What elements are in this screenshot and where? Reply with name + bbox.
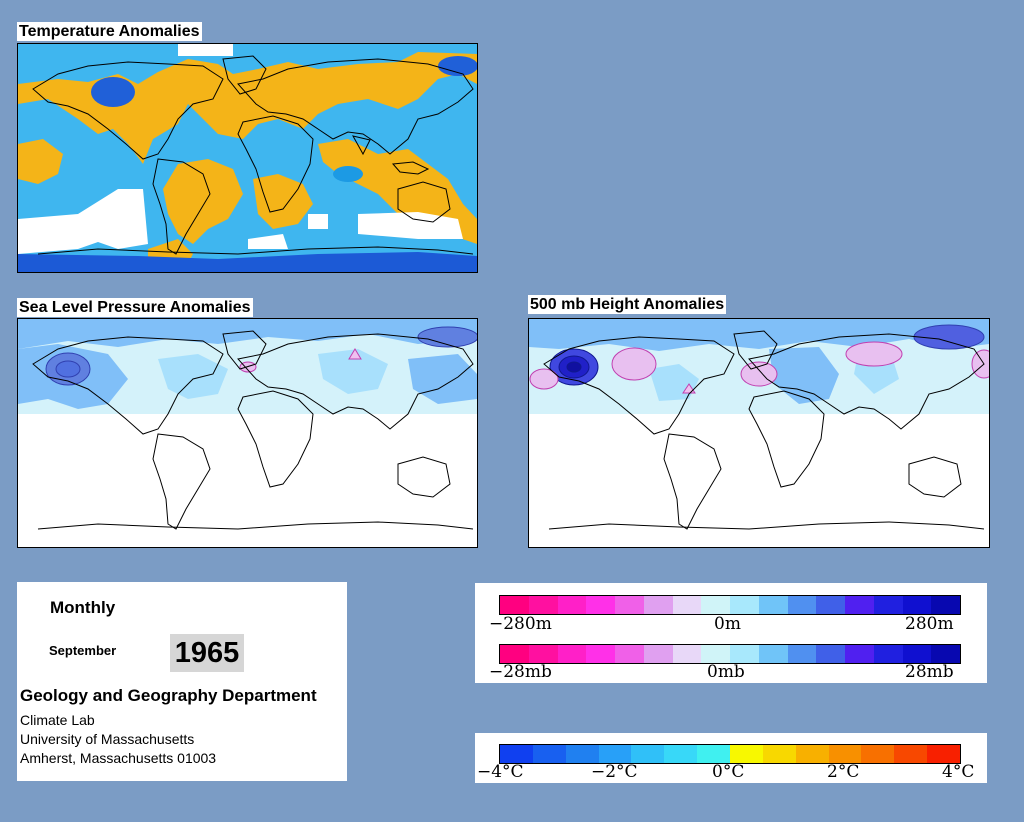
lab-name: Climate Lab: [20, 712, 95, 728]
temperature-scale-swatch: [631, 745, 665, 763]
sea-level-pressure-anomaly-map: [17, 318, 478, 548]
temperature-scale-swatch: [532, 745, 566, 763]
temperature-map-title: Temperature Anomalies: [17, 22, 202, 41]
temperature-scale-swatch: [697, 745, 731, 763]
temperature-scale-swatch: [894, 745, 928, 763]
temperature-anomaly-map: [17, 43, 478, 273]
temp-scale-label-0: 0°C: [712, 762, 745, 782]
height-scale-swatch: [758, 596, 788, 614]
height-scale-swatch: [902, 596, 932, 614]
temp-scale-label-2: 2°C: [827, 762, 860, 782]
pressure-scale-swatch: [816, 645, 845, 663]
temp-scale-label-neg2: −2°C: [591, 762, 638, 782]
temperature-scale-swatch: [664, 745, 698, 763]
height-scale-swatch: [730, 596, 759, 614]
height-scale-swatch: [931, 596, 960, 614]
slp-map-title: Sea Level Pressure Anomalies: [17, 298, 253, 317]
pressure-scale-swatch: [701, 645, 730, 663]
pressure-scale-swatch: [500, 645, 529, 663]
height-scale-swatch: [787, 596, 817, 614]
university-name: University of Massachusetts: [20, 731, 195, 747]
pressure-scale-swatch: [528, 645, 558, 663]
height-scale-swatch: [500, 596, 529, 614]
pressure-scale-swatch: [730, 645, 759, 663]
temperature-scale-swatch: [500, 745, 533, 763]
height-scale-mid-label: 0m: [714, 614, 741, 634]
pressure-scale-swatch: [672, 645, 702, 663]
pressure-scale-swatch: [758, 645, 788, 663]
pressure-scale-swatch: [643, 645, 673, 663]
pressure-scale-swatch: [615, 645, 644, 663]
temperature-scale-swatch: [828, 745, 862, 763]
pressure-scale-swatch: [586, 645, 615, 663]
info-panel: Monthly September 1965 Geology and Geogr…: [17, 582, 347, 781]
pressure-scale-swatch: [902, 645, 932, 663]
temperature-scale-swatch: [795, 745, 829, 763]
height-pressure-legend: −280m 0m 280m −28mb 0mb 28mb: [475, 583, 987, 683]
temp-scale-label-4: 4°C: [942, 762, 975, 782]
temperature-scale-swatch: [598, 745, 632, 763]
temperature-scale-swatch: [565, 745, 599, 763]
height-scale-swatch: [557, 596, 587, 614]
height-500mb-anomaly-map: [528, 318, 990, 548]
height-scale-min-label: −280m: [489, 614, 552, 634]
height-scale-swatch: [615, 596, 644, 614]
height-scale-swatch: [586, 596, 615, 614]
height-map-title: 500 mb Height Anomalies: [528, 295, 727, 314]
temp-scale-label-neg4: −4°C: [477, 762, 524, 782]
pressure-scale-swatch: [845, 645, 874, 663]
height-scale-swatch: [816, 596, 845, 614]
temperature-color-scale: [499, 744, 961, 764]
pressure-color-scale: [499, 644, 961, 664]
height-color-scale: [499, 595, 961, 615]
temperature-scale-swatch: [730, 745, 763, 763]
height-scale-max-label: 280m: [905, 614, 954, 634]
height-scale-swatch: [873, 596, 903, 614]
pressure-scale-mid-label: 0mb: [707, 662, 745, 682]
year-display: 1965: [170, 634, 244, 672]
address-line: Amherst, Massachusetts 01003: [20, 750, 217, 766]
pressure-scale-swatch: [931, 645, 960, 663]
height-scale-swatch: [845, 596, 874, 614]
pressure-scale-swatch: [787, 645, 817, 663]
pressure-scale-swatch: [873, 645, 903, 663]
height-scale-swatch: [643, 596, 673, 614]
pressure-scale-max-label: 28mb: [905, 662, 954, 682]
height-scale-swatch: [701, 596, 730, 614]
temperature-scale-swatch: [762, 745, 796, 763]
temperature-scale-swatch: [927, 745, 961, 763]
temperature-legend: −4°C −2°C 0°C 2°C 4°C: [475, 733, 987, 783]
height-scale-swatch: [672, 596, 702, 614]
month-label: September: [49, 643, 117, 658]
department-name: Geology and Geography Department: [20, 686, 317, 705]
height-scale-swatch: [528, 596, 558, 614]
pressure-scale-swatch: [557, 645, 587, 663]
pressure-scale-min-label: −28mb: [489, 662, 552, 682]
frequency-label: Monthly: [50, 598, 116, 617]
temperature-scale-swatch: [861, 745, 895, 763]
